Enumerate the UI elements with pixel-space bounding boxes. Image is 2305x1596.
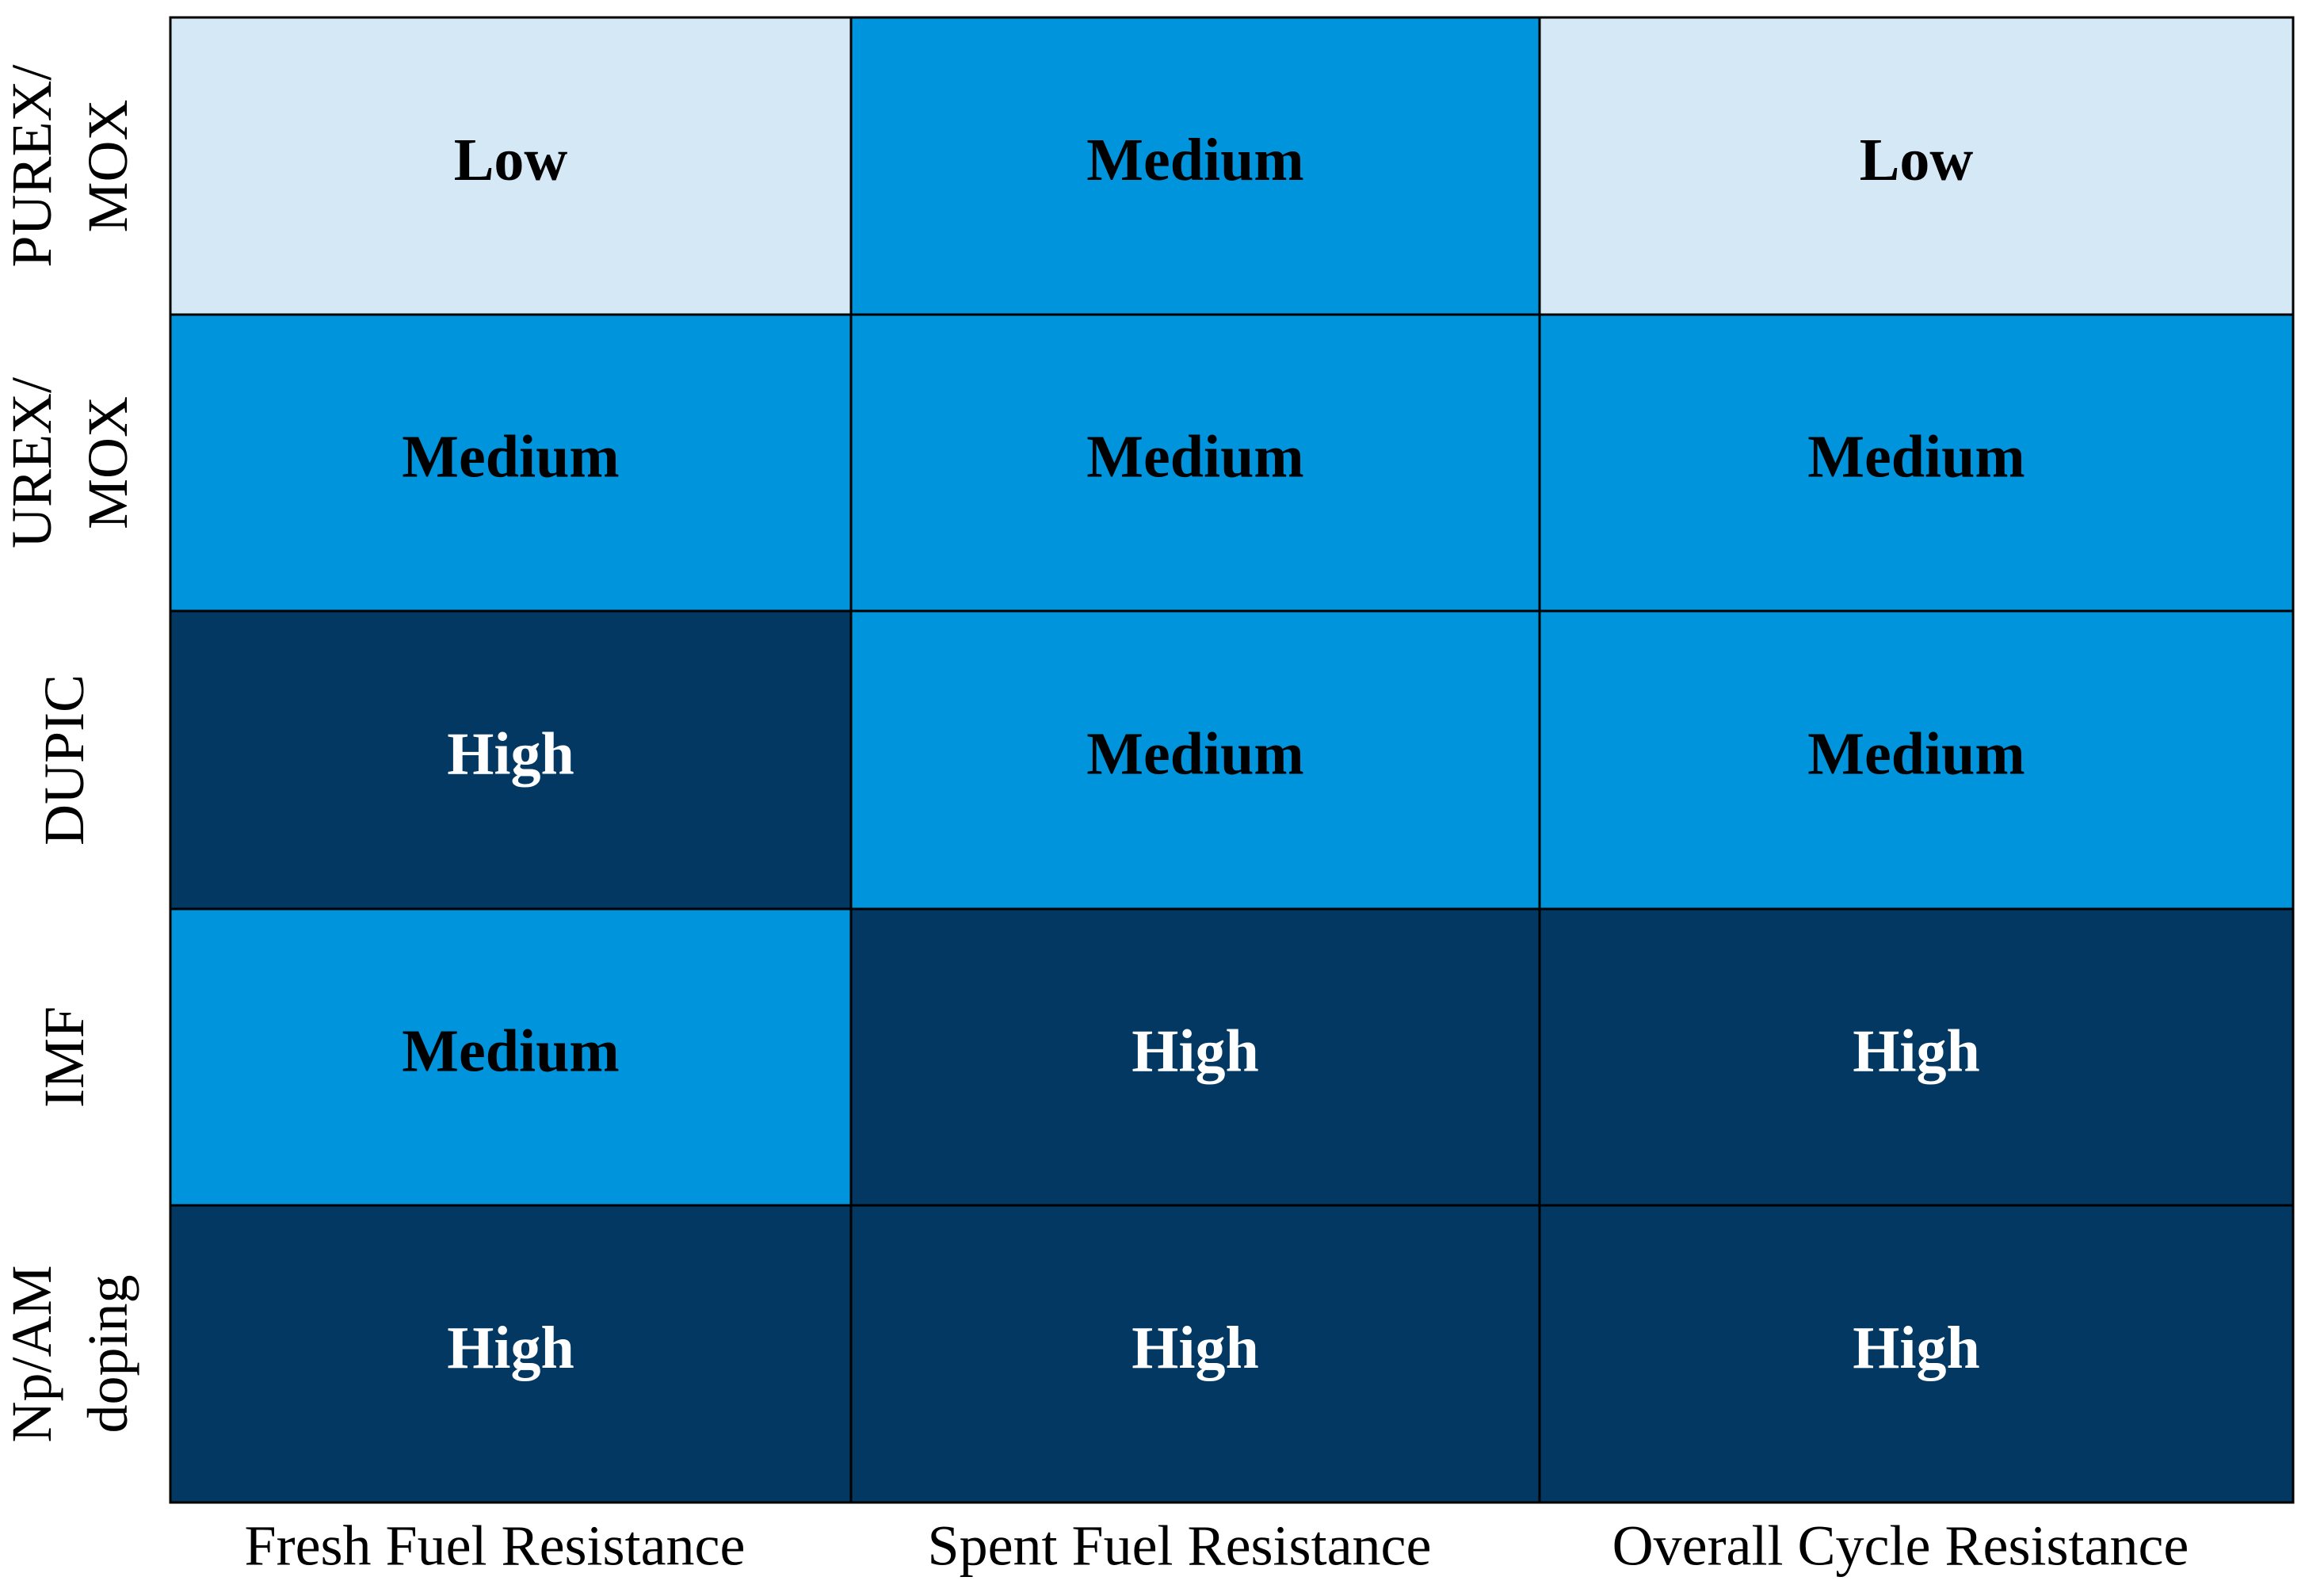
column-label: Fresh Fuel Resistance <box>245 1514 746 1578</box>
cell-value: Medium <box>1086 720 1303 787</box>
cell-value: Low <box>454 127 568 193</box>
row-label-line: MOX <box>76 99 139 232</box>
cell <box>169 16 853 316</box>
cell <box>1538 313 2295 613</box>
cell-value: Medium <box>1807 720 2025 787</box>
cell-value: Medium <box>1086 423 1303 490</box>
row-label-line: DUPIC <box>32 674 96 846</box>
cell <box>849 1204 1541 1504</box>
cell <box>169 609 853 911</box>
cell <box>1538 907 2295 1207</box>
cell-value: Low <box>1860 127 1974 193</box>
cell-value: Medium <box>1086 127 1303 193</box>
row-label-line: doping <box>76 1274 139 1433</box>
cell <box>1538 16 2295 316</box>
row-label: UREX/MOX <box>0 377 139 548</box>
row-label: DUPIC <box>32 674 96 846</box>
cell <box>849 313 1541 613</box>
cell-value: High <box>447 720 574 787</box>
cell <box>169 313 853 613</box>
cell <box>849 16 1541 316</box>
cell <box>849 609 1541 911</box>
row-label-line: UREX/ <box>0 377 63 548</box>
cell-value: High <box>1132 1018 1259 1084</box>
row-label-line: PUREX/ <box>0 64 63 267</box>
cell-value: High <box>1853 1018 1980 1084</box>
cell <box>169 907 853 1207</box>
row-label-line: IMF <box>32 1006 96 1108</box>
row-label: IMF <box>32 1006 96 1108</box>
row-label: PUREX/MOX <box>0 64 139 267</box>
cell-value: High <box>447 1315 574 1381</box>
column-label: Spent Fuel Resistance <box>928 1514 1432 1578</box>
row-label-line: Np/AM <box>0 1265 63 1442</box>
column-label: Overall Cycle Resistance <box>1612 1514 2189 1578</box>
cell-value: High <box>1132 1315 1259 1381</box>
cell-value: Medium <box>402 1018 619 1084</box>
cell <box>169 1204 853 1504</box>
cell-value: Medium <box>1807 423 2025 490</box>
row-label-line: MOX <box>76 396 139 529</box>
cell-value: Medium <box>402 423 619 490</box>
cell <box>1538 1204 2295 1504</box>
cell-value: High <box>1853 1315 1980 1381</box>
row-label: Np/AM doping <box>0 1265 139 1442</box>
